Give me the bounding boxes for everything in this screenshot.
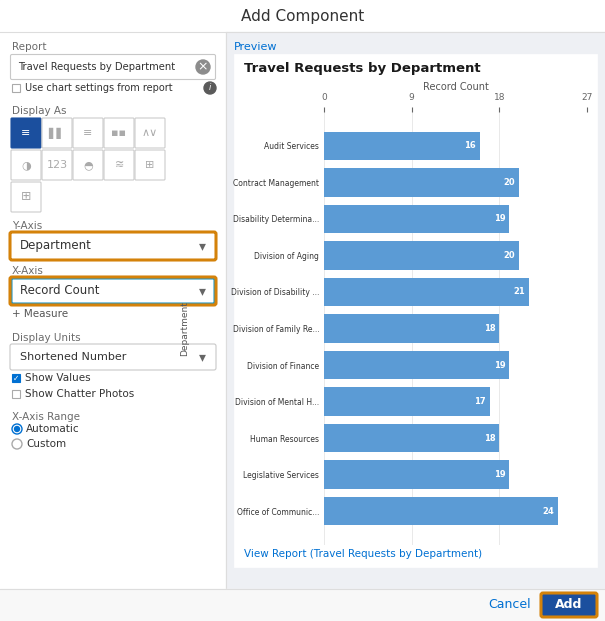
FancyBboxPatch shape [11, 278, 215, 304]
Text: i: i [209, 83, 211, 93]
Text: ≡: ≡ [83, 128, 93, 138]
Text: + Measure: + Measure [12, 309, 68, 319]
Bar [324, 205, 509, 233]
Bar [324, 351, 509, 379]
Text: ⊞: ⊞ [145, 160, 155, 170]
Text: 18: 18 [484, 324, 495, 333]
FancyBboxPatch shape [10, 344, 216, 370]
FancyBboxPatch shape [135, 118, 165, 148]
Text: Travel Requests by Department: Travel Requests by Department [244, 62, 480, 75]
Text: ⊞: ⊞ [21, 191, 31, 204]
Text: Display As: Display As [12, 106, 67, 116]
Text: 18: 18 [484, 433, 495, 443]
Bar [324, 241, 519, 270]
Text: ▪▪: ▪▪ [111, 128, 126, 138]
Bar [324, 388, 489, 416]
Text: 17: 17 [474, 397, 486, 406]
Bar [324, 424, 499, 452]
Text: ▾: ▾ [199, 284, 206, 298]
Bar [324, 168, 519, 197]
FancyBboxPatch shape [135, 150, 165, 180]
Bar [0, 32, 226, 589]
Bar [324, 278, 529, 306]
FancyBboxPatch shape [10, 232, 216, 260]
Text: ▌▌: ▌▌ [48, 127, 65, 138]
Bar [324, 460, 509, 489]
FancyBboxPatch shape [11, 118, 41, 148]
Text: Display Units: Display Units [12, 333, 80, 343]
Text: X-Axis Range: X-Axis Range [12, 412, 80, 422]
Text: ✓: ✓ [13, 373, 19, 383]
Text: Record Count: Record Count [20, 284, 99, 297]
Text: Use chart settings from report: Use chart settings from report [25, 83, 172, 93]
Bar [324, 132, 480, 160]
Text: Shortened Number: Shortened Number [20, 352, 126, 362]
Circle shape [204, 82, 216, 94]
Text: 20: 20 [503, 178, 515, 187]
Bar [0, 0, 605, 32]
Circle shape [12, 439, 22, 449]
Text: Automatic: Automatic [26, 424, 80, 434]
Bar [234, 54, 597, 567]
Text: X-Axis: X-Axis [12, 266, 44, 276]
FancyBboxPatch shape [541, 593, 597, 617]
Text: 123: 123 [47, 160, 68, 170]
Text: Add: Add [555, 599, 583, 612]
Bar [324, 314, 499, 343]
FancyBboxPatch shape [104, 118, 134, 148]
Text: 20: 20 [503, 251, 515, 260]
Text: 19: 19 [494, 470, 505, 479]
Text: Add Component: Add Component [241, 9, 364, 24]
Bar [12, 84, 20, 92]
Text: 24: 24 [542, 507, 554, 515]
Text: ▾: ▾ [199, 350, 206, 364]
Text: ◑: ◑ [21, 160, 31, 170]
Y-axis label: Department: Department [180, 301, 189, 356]
Text: Report: Report [12, 42, 47, 52]
Bar [12, 390, 20, 398]
Text: ▾: ▾ [199, 239, 206, 253]
Text: 19: 19 [494, 361, 505, 369]
Text: Cancel: Cancel [489, 599, 531, 612]
Text: Preview: Preview [234, 42, 278, 52]
Text: Travel Requests by Department: Travel Requests by Department [18, 62, 175, 72]
FancyBboxPatch shape [73, 118, 103, 148]
Text: ≡: ≡ [21, 128, 31, 138]
Text: ◓: ◓ [83, 160, 93, 170]
Bar [0, 589, 605, 621]
Text: ≋: ≋ [114, 160, 123, 170]
Bar [226, 32, 605, 589]
X-axis label: Record Count: Record Count [422, 83, 488, 93]
FancyBboxPatch shape [42, 118, 72, 148]
Bar [12, 374, 20, 382]
Text: ∧∨: ∧∨ [142, 128, 158, 138]
FancyBboxPatch shape [104, 150, 134, 180]
Circle shape [196, 60, 210, 74]
Text: ×: × [198, 60, 208, 73]
FancyBboxPatch shape [73, 150, 103, 180]
Text: Custom: Custom [26, 439, 66, 449]
Text: Show Chatter Photos: Show Chatter Photos [25, 389, 134, 399]
Text: View Report (Travel Requests by Department): View Report (Travel Requests by Departme… [244, 549, 482, 559]
Text: 16: 16 [464, 142, 476, 150]
Circle shape [15, 427, 19, 432]
FancyBboxPatch shape [42, 150, 72, 180]
Text: Department: Department [20, 240, 92, 253]
Circle shape [12, 424, 22, 434]
Text: Y-Axis: Y-Axis [12, 221, 42, 231]
Text: 21: 21 [513, 288, 525, 296]
FancyBboxPatch shape [10, 55, 215, 79]
FancyBboxPatch shape [11, 150, 41, 180]
FancyBboxPatch shape [11, 182, 41, 212]
Text: Show Values: Show Values [25, 373, 91, 383]
Bar [324, 497, 558, 525]
Text: 19: 19 [494, 214, 505, 224]
